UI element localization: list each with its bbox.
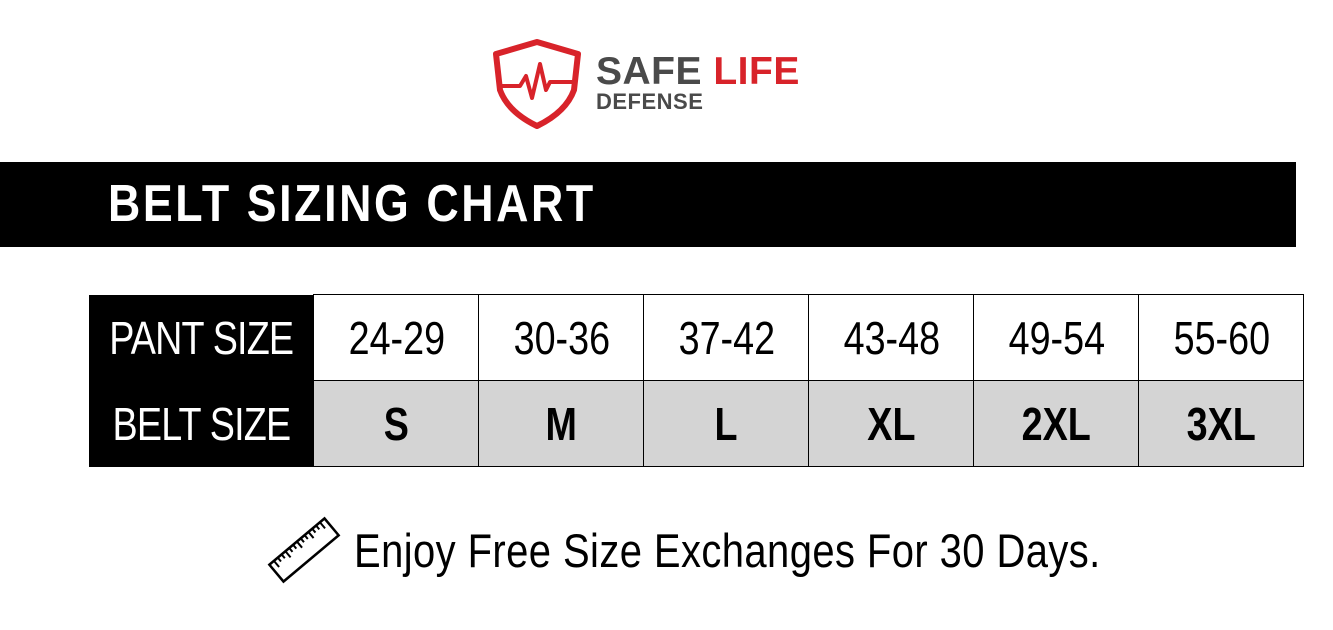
title-banner: BELT SIZING CHART [0,162,1296,247]
page-title: BELT SIZING CHART [108,175,596,233]
pant-size-cell: 49-54 [973,294,1140,381]
row-header-belt-size: BELT SIZE [89,380,314,467]
table-row-belt-size: BELT SIZE S M L XL 2XL 3XL [89,380,1305,467]
size-table: PANT SIZE 24-29 30-36 37-42 43-48 49-54 … [89,294,1305,467]
belt-size-cell: L [643,380,810,467]
belt-size-cell: 3XL [1138,380,1305,467]
pant-size-cell: 24-29 [313,294,480,381]
exchange-text: Enjoy Free Size Exchanges For 30 Days. [354,523,1101,577]
logo-wordmark: SAFE LIFE [596,52,800,92]
belt-size-cell: S [313,380,480,467]
logo-word-defense: DEFENSE [596,89,704,114]
pant-size-cell: 43-48 [808,294,975,381]
exchange-note: Enjoy Free Size Exchanges For 30 Days. [266,513,1232,587]
belt-size-cell: 2XL [973,380,1140,467]
pant-size-cell: 55-60 [1138,294,1305,381]
belt-size-cell: XL [808,380,975,467]
ruler-icon [267,516,341,584]
logo-word-safe: SAFE [596,50,703,93]
shield-heartbeat-icon [493,39,581,129]
logo-word-life: LIFE [713,50,800,93]
row-header-pant-size: PANT SIZE [89,294,314,381]
table-row-pant-size: PANT SIZE 24-29 30-36 37-42 43-48 49-54 … [89,294,1305,381]
belt-size-cell: M [478,380,645,467]
brand-logo: SAFE LIFE DEFENSE [490,38,850,130]
pant-size-cell: 30-36 [478,294,645,381]
pant-size-cell: 37-42 [643,294,810,381]
